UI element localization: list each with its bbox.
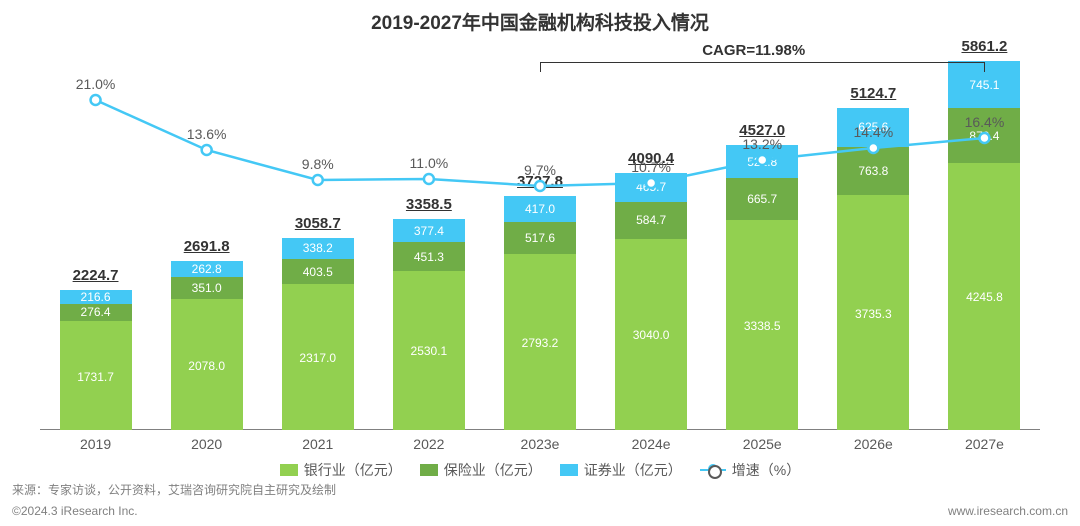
bar-value-banking: 3735.3 — [837, 307, 909, 321]
bar-value-securities: 522.8 — [726, 155, 798, 169]
bar-value-insurance: 665.7 — [726, 192, 798, 206]
bar-value-banking: 1731.7 — [60, 370, 132, 384]
growth-label: 14.4% — [843, 124, 903, 140]
growth-label: 13.6% — [177, 126, 237, 142]
chart-title: 2019-2027年中国金融机构科技投入情况 — [0, 8, 1080, 35]
bar-value-insurance: 584.7 — [615, 213, 687, 227]
bar-value-securities: 262.8 — [171, 262, 243, 276]
legend-label: 保险业（亿元） — [444, 460, 542, 480]
x-category-label: 2027e — [938, 436, 1030, 452]
legend-item: 增速（%） — [700, 460, 800, 480]
legend-item: 证券业（亿元） — [560, 460, 682, 480]
x-category-label: 2020 — [161, 436, 253, 452]
bar-value-insurance: 517.6 — [504, 231, 576, 245]
bar-total-label: 3358.5 — [383, 196, 475, 213]
source-text: 来源：专家访谈，公开资料，艾瑞咨询研究院自主研究及绘制 — [12, 481, 336, 498]
legend: 银行业（亿元） 保险业（亿元） 证券业（亿元） 增速（%） — [0, 460, 1080, 480]
plot-area: 1731.7276.4216.62224.7201921.0%2078.0351… — [40, 40, 1040, 430]
bar-value-securities: 338.2 — [282, 241, 354, 255]
bar-value-insurance: 763.8 — [837, 164, 909, 178]
bar-total-label: 5861.2 — [938, 38, 1030, 55]
copyright-text: ©2024.3 iResearch Inc. — [12, 504, 138, 518]
bar-total-label: 3058.7 — [272, 215, 364, 232]
bar-value-insurance: 451.3 — [393, 250, 465, 264]
bar-value-insurance: 276.4 — [60, 305, 132, 319]
legend-label: 证券业（亿元） — [584, 460, 682, 480]
bar-value-securities: 377.4 — [393, 224, 465, 238]
chart-container: 2019-2027年中国金融机构科技投入情况 1731.7 276.4216.6 2… — [0, 0, 1080, 526]
bar-value-insurance: 351.0 — [171, 281, 243, 295]
legend-item: 保险业（亿元） — [420, 460, 542, 480]
x-category-label: 2025e — [716, 436, 808, 452]
legend-label: 银行业（亿元） — [304, 460, 402, 480]
growth-label: 11.0% — [399, 155, 459, 171]
bar-value-banking: 2530.1 — [393, 344, 465, 358]
x-category-label: 2022 — [383, 436, 475, 452]
legend-line-swatch — [700, 463, 726, 477]
bar-value-insurance: 403.5 — [282, 265, 354, 279]
growth-label: 13.2% — [732, 136, 792, 152]
bar-value-banking: 3040.0 — [615, 328, 687, 342]
x-category-label: 2019 — [50, 436, 142, 452]
growth-label: 16.4% — [954, 114, 1014, 130]
x-category-label: 2023e — [494, 436, 586, 452]
legend-item: 银行业（亿元） — [280, 460, 402, 480]
bar-value-insurance: 870.4 — [948, 129, 1020, 143]
bar-value-securities: 745.1 — [948, 78, 1020, 92]
site-url: www.iresearch.com.cn — [948, 504, 1068, 518]
legend-swatch — [420, 464, 438, 476]
x-category-label: 2021 — [272, 436, 364, 452]
bar-total-label: 2691.8 — [161, 238, 253, 255]
bar-value-banking: 2793.2 — [504, 336, 576, 350]
bar-value-banking: 2317.0 — [282, 351, 354, 365]
bar-total-label: 5124.7 — [827, 85, 919, 102]
legend-swatch — [560, 464, 578, 476]
growth-label: 10.7% — [621, 159, 681, 175]
bar-value-securities: 216.6 — [60, 290, 132, 304]
legend-label: 增速（%） — [732, 460, 800, 480]
bar-value-banking: 3338.5 — [726, 319, 798, 333]
cagr-bracket-tick — [540, 62, 541, 72]
x-category-label: 2024e — [605, 436, 697, 452]
cagr-bracket-line — [540, 62, 984, 63]
growth-label: 9.7% — [510, 162, 570, 178]
growth-label: 21.0% — [66, 76, 126, 92]
bar-value-securities: 417.0 — [504, 202, 576, 216]
bar-value-banking: 4245.8 — [948, 290, 1020, 304]
legend-swatch — [280, 464, 298, 476]
cagr-bracket-tick — [984, 62, 985, 72]
x-category-label: 2026e — [827, 436, 919, 452]
bar-value-securities: 465.7 — [615, 180, 687, 194]
bar-value-banking: 2078.0 — [171, 359, 243, 373]
cagr-label: CAGR=11.98% — [702, 42, 805, 59]
growth-label: 9.8% — [288, 156, 348, 172]
bar-total-label: 2224.7 — [50, 267, 142, 284]
